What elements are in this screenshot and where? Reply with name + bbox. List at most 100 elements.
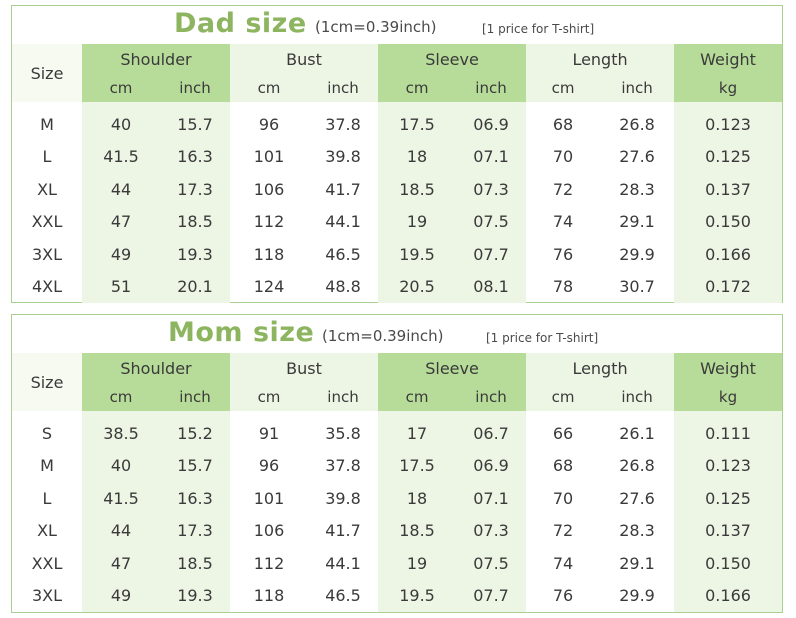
measurement-cell: 17.5 xyxy=(378,108,457,141)
unit-subheader: kg xyxy=(674,74,783,102)
measurement-cell: 37.8 xyxy=(325,114,361,134)
measurement-cell: 101 xyxy=(253,147,285,167)
table-row: 4XL 51 20.1 124 48.8 20.5 08.1 78 30.7 0.172 xyxy=(12,270,783,303)
measurement-cell: 07.5 xyxy=(456,547,527,580)
measurement-cell: 68 xyxy=(552,114,574,134)
measurement-cell: 07.3 xyxy=(456,514,527,547)
measurement-cell: 96 xyxy=(258,456,280,476)
measurement-cell: 72 xyxy=(552,521,574,541)
dad-unit-note: (1cm=0.39inch) xyxy=(315,18,437,36)
measurement-cell: 26.8 xyxy=(619,456,655,476)
measurement-cell: 29.1 xyxy=(619,553,655,573)
measurement-cell: 19.5 xyxy=(378,579,457,612)
size-cell: XL xyxy=(37,521,57,541)
unit-subheader: inch xyxy=(456,383,527,411)
measurement-cell: 78 xyxy=(552,277,574,297)
measurement-cell: 106 xyxy=(253,521,285,541)
measurement-cell: 40 xyxy=(82,449,160,482)
measurement-cell: 29.9 xyxy=(619,244,655,264)
size-cell: XL xyxy=(37,179,57,199)
measurement-cell: 0.137 xyxy=(674,173,783,206)
measurement-cell: 19.5 xyxy=(378,238,457,271)
unit-subheader: cm xyxy=(526,383,601,411)
mom-title-row: Mom size (1cm=0.39inch) [1 price for T-s… xyxy=(12,315,782,355)
measurement-cell: 35.8 xyxy=(325,423,361,443)
measurement-cell: 16.3 xyxy=(160,140,230,173)
measurement-cell: 20.1 xyxy=(160,270,230,303)
measurement-cell: 70 xyxy=(552,147,574,167)
table-row: XXL 47 18.5 112 44.1 19 07.5 74 29.1 0.150 xyxy=(12,547,783,580)
group-header-shoulder: Shoulder xyxy=(82,44,230,74)
measurement-cell: 37.8 xyxy=(325,456,361,476)
group-header-shoulder: Shoulder xyxy=(82,353,230,383)
mom-size-table: Size Shoulder Bust Sleeve Length Weight cm inch… xyxy=(12,353,783,612)
measurement-cell: 18.5 xyxy=(378,173,457,206)
measurement-cell: 51 xyxy=(82,270,160,303)
measurement-cell: 18.5 xyxy=(378,514,457,547)
size-cell: 3XL xyxy=(31,244,63,264)
unit-subheader: inch xyxy=(600,383,675,411)
measurement-cell: 06.9 xyxy=(456,449,527,482)
measurement-cell: 49 xyxy=(82,579,160,612)
dad-size-panel: Dad size (1cm=0.39inch) [1 price for T-s… xyxy=(11,5,783,303)
measurement-cell: 26.1 xyxy=(619,423,655,443)
measurement-cell: 0.166 xyxy=(674,579,783,612)
measurement-cell: 18.5 xyxy=(160,547,230,580)
measurement-cell: 17.5 xyxy=(378,449,457,482)
measurement-cell: 0.166 xyxy=(674,238,783,271)
measurement-cell: 96 xyxy=(258,114,280,134)
measurement-cell: 0.111 xyxy=(674,417,783,450)
measurement-cell: 0.150 xyxy=(674,547,783,580)
measurement-cell: 41.7 xyxy=(325,521,361,541)
unit-subheader: inch xyxy=(308,383,379,411)
measurement-cell: 0.150 xyxy=(674,205,783,238)
measurement-cell: 44 xyxy=(82,514,160,547)
measurement-cell: 0.172 xyxy=(674,270,783,303)
group-header-length: Length xyxy=(526,44,675,74)
group-header-sleeve: Sleeve xyxy=(378,353,527,383)
measurement-cell: 91 xyxy=(258,423,280,443)
dad-price-note: [1 price for T-shirt] xyxy=(482,22,595,36)
measurement-cell: 19.3 xyxy=(160,238,230,271)
table-row: L 41.5 16.3 101 39.8 18 07.1 70 27.6 0.125 xyxy=(12,482,783,515)
size-cell: L xyxy=(42,488,52,508)
measurement-cell: 19 xyxy=(378,205,457,238)
measurement-cell: 0.123 xyxy=(674,449,783,482)
measurement-cell: 20.5 xyxy=(378,270,457,303)
table-row: L 41.5 16.3 101 39.8 18 07.1 70 27.6 0.125 xyxy=(12,140,783,173)
unit-subheader: cm xyxy=(230,383,308,411)
measurement-cell: 26.8 xyxy=(619,114,655,134)
measurement-cell: 40 xyxy=(82,108,160,141)
measurement-cell: 47 xyxy=(82,547,160,580)
measurement-cell: 44.1 xyxy=(325,553,361,573)
mom-unit-note: (1cm=0.39inch) xyxy=(322,327,444,345)
measurement-cell: 101 xyxy=(253,488,285,508)
measurement-cell: 66 xyxy=(552,423,574,443)
measurement-cell: 07.7 xyxy=(456,238,527,271)
table-row: XL 44 17.3 106 41.7 18.5 07.3 72 28.3 0.137 xyxy=(12,514,783,547)
group-header-weight: Weight xyxy=(674,44,783,74)
measurement-cell: 16.3 xyxy=(160,482,230,515)
size-cell: L xyxy=(42,147,52,167)
measurement-cell: 07.3 xyxy=(456,173,527,206)
table-row: M 40 15.7 96 37.8 17.5 06.9 68 26.8 0.123 xyxy=(12,108,783,141)
unit-subheader: cm xyxy=(230,74,308,102)
table-row: 3XL 49 19.3 118 46.5 19.5 07.7 76 29.9 0.166 xyxy=(12,579,783,612)
mom-price-note: [1 price for T-shirt] xyxy=(486,331,599,345)
measurement-cell: 70 xyxy=(552,488,574,508)
measurement-cell: 74 xyxy=(552,212,574,232)
measurement-cell: 38.5 xyxy=(82,417,160,450)
group-header-sleeve: Sleeve xyxy=(378,44,527,74)
measurement-cell: 39.8 xyxy=(325,488,361,508)
mom-title: Mom size xyxy=(168,317,315,348)
group-header-bust: Bust xyxy=(230,44,379,74)
measurement-cell: 0.125 xyxy=(674,140,783,173)
measurement-cell: 106 xyxy=(253,179,285,199)
measurement-cell: 29.1 xyxy=(619,212,655,232)
measurement-cell: 30.7 xyxy=(619,277,655,297)
size-column-header: Size xyxy=(12,44,82,102)
measurement-cell: 46.5 xyxy=(325,244,361,264)
measurement-cell: 68 xyxy=(552,456,574,476)
measurement-cell: 41.5 xyxy=(82,482,160,515)
dad-title-row: Dad size (1cm=0.39inch) [1 price for T-s… xyxy=(12,6,782,46)
